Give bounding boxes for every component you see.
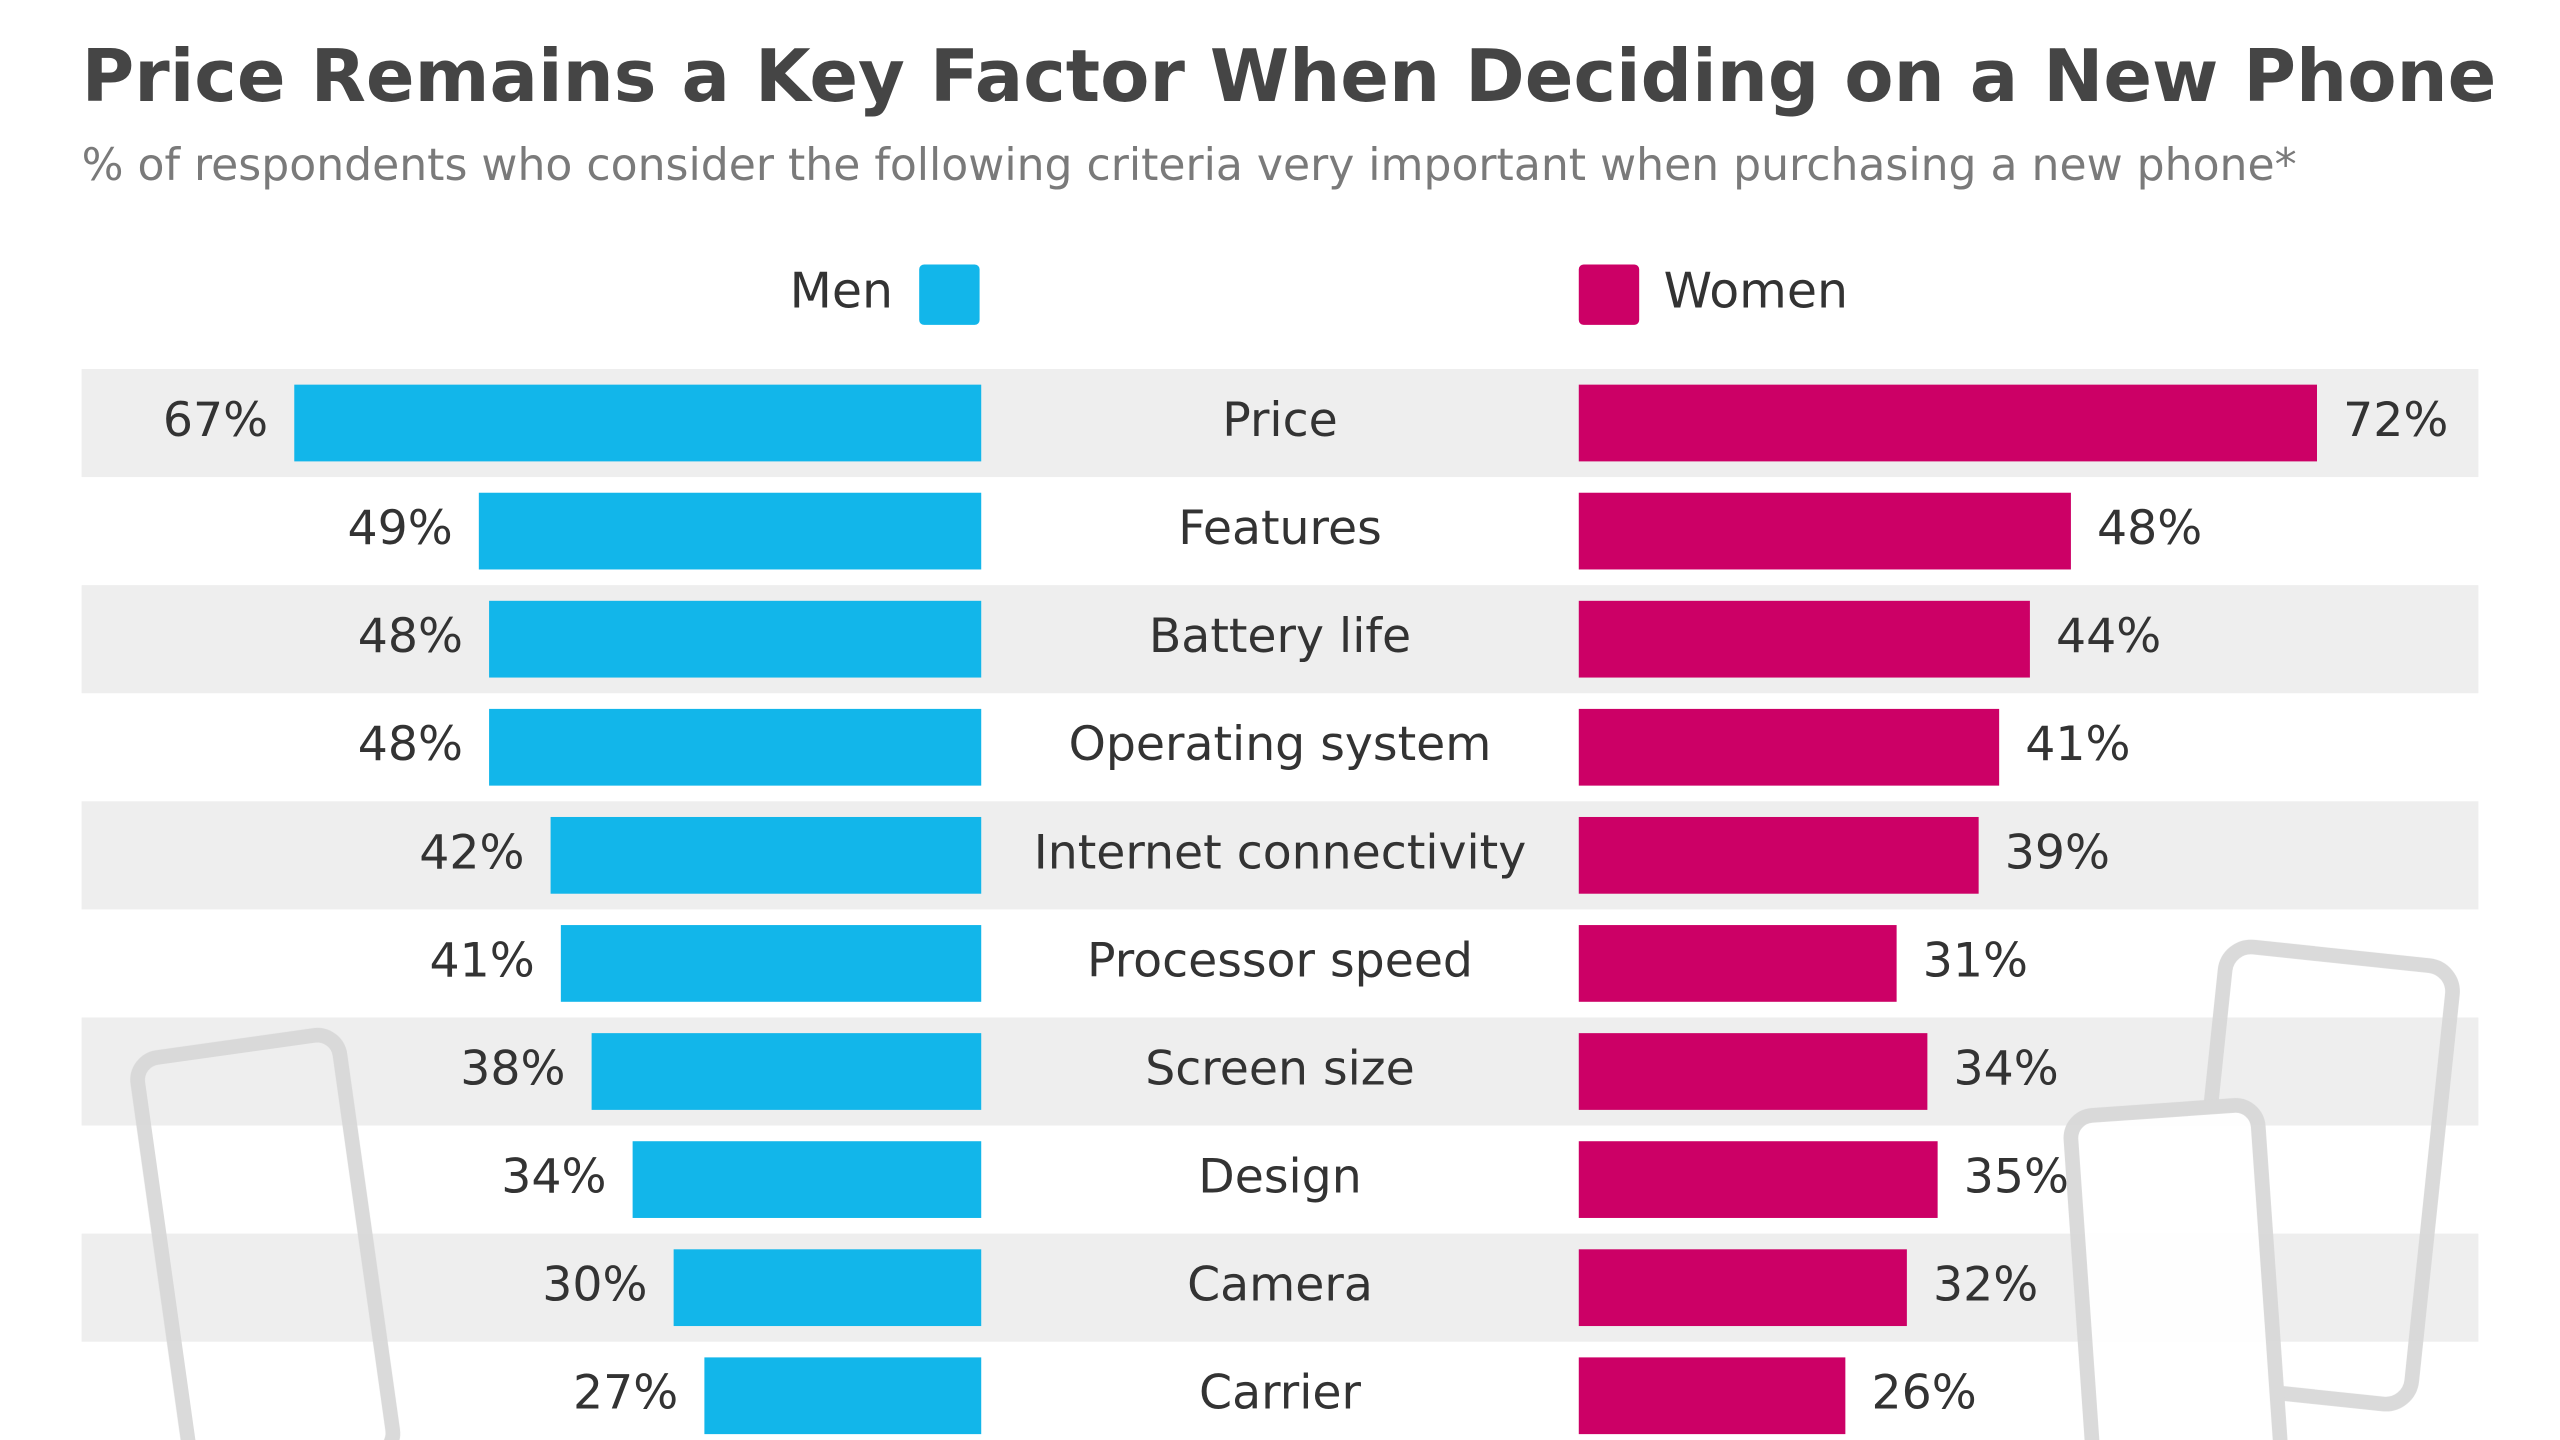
- bar: [294, 384, 982, 462]
- category-label: Design: [1198, 1150, 1361, 1205]
- bar: [478, 492, 982, 570]
- value-label: 35%: [1964, 1150, 2069, 1205]
- phone-decoration: [130, 939, 2460, 1440]
- value-label: 48%: [2097, 501, 2202, 556]
- bar: [489, 708, 982, 786]
- value-label: 26%: [1871, 1366, 1976, 1421]
- bar: [1578, 1033, 1928, 1110]
- row-bands: [81, 368, 2479, 1342]
- legend-swatch: [919, 264, 980, 325]
- phone-icon: [130, 1027, 401, 1440]
- bar: [1578, 1141, 1938, 1218]
- value-label: 41%: [2025, 717, 2130, 772]
- value-label: 48%: [358, 609, 463, 664]
- bar: [1578, 600, 2030, 678]
- row-band: [81, 585, 2479, 694]
- value-label: 42%: [419, 825, 524, 880]
- chart-subtitle: % of respondents who consider the follow…: [82, 140, 2297, 191]
- category-label: Operating system: [1069, 717, 1492, 772]
- bar: [591, 1033, 982, 1110]
- bar: [550, 816, 982, 894]
- category-label: Carrier: [1199, 1366, 1361, 1421]
- phone-icon: [2063, 1098, 2289, 1440]
- bar: [673, 1249, 982, 1327]
- bar: [1578, 1249, 1907, 1327]
- bar: [1578, 708, 2000, 786]
- category-label: Screen size: [1145, 1042, 1415, 1097]
- legend-label: Men: [790, 262, 893, 319]
- bar: [1578, 1357, 1846, 1435]
- value-label: 67%: [163, 393, 268, 448]
- value-label: 44%: [2056, 609, 2161, 664]
- legend-swatch: [1578, 264, 1640, 325]
- value-label: 41%: [430, 933, 535, 988]
- value-label: 39%: [2005, 825, 2110, 880]
- plot: Price 67% 72% Features 49% 48% Battery life 48%…: [163, 384, 2448, 1435]
- value-label: 32%: [1933, 1258, 2038, 1313]
- bar: [560, 925, 982, 1002]
- bar: [704, 1357, 982, 1435]
- bar: [632, 1141, 982, 1218]
- bar: [1578, 492, 2071, 570]
- category-label: Features: [1178, 501, 1382, 556]
- category-label: Camera: [1187, 1258, 1373, 1313]
- legend-label: Women: [1664, 262, 1848, 319]
- category-label: Processor speed: [1087, 933, 1473, 988]
- value-label: 34%: [501, 1150, 606, 1205]
- value-label: 48%: [358, 717, 463, 772]
- bar: [1578, 816, 1979, 894]
- value-label: 38%: [460, 1042, 565, 1097]
- bar: [1578, 384, 2317, 462]
- value-label: 72%: [2343, 393, 2448, 448]
- category-label: Internet connectivity: [1034, 825, 1527, 880]
- value-label: 34%: [1954, 1042, 2059, 1097]
- chart-title: Price Remains a Key Factor When Deciding…: [82, 34, 2497, 118]
- bar: [489, 600, 982, 678]
- row-band: [81, 801, 2479, 910]
- row-band: [81, 1017, 2479, 1126]
- category-label: Battery life: [1149, 609, 1411, 664]
- value-label: 27%: [573, 1366, 678, 1421]
- bar: [1578, 925, 1897, 1002]
- category-label: Price: [1222, 393, 1337, 448]
- value-label: 49%: [347, 501, 452, 556]
- value-label: 30%: [542, 1258, 647, 1313]
- value-label: 31%: [1923, 933, 2028, 988]
